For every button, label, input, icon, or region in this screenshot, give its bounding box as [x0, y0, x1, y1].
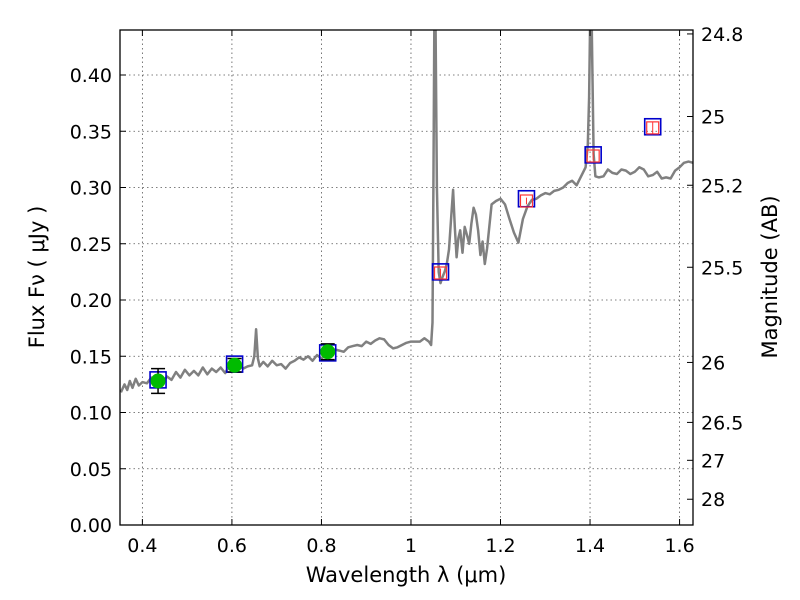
spectrum-layer — [120, 30, 693, 393]
x-tick-label: 1 — [405, 535, 417, 557]
detection-point — [227, 357, 243, 373]
model-flux-box — [584, 146, 602, 164]
y-tick-label: 0.35 — [70, 121, 112, 143]
mag-tick-label: 25.2 — [701, 175, 743, 197]
detection-point — [150, 373, 166, 389]
x-axis-title: Wavelength λ (μm) — [306, 563, 507, 587]
model-only-point — [586, 149, 600, 163]
mag-tick-label: 25.5 — [701, 257, 743, 279]
plot-frame — [119, 29, 694, 526]
y-tick-label: 0.05 — [70, 459, 112, 481]
y-tick-label: 0.00 — [70, 515, 112, 537]
y-tick-label: 0.25 — [70, 234, 112, 256]
model-only-point — [646, 121, 660, 135]
y-tick-label: 0.10 — [70, 403, 112, 425]
detection-point — [320, 344, 336, 360]
mag-tick-label: 27 — [701, 450, 725, 472]
x-tick-label: 0.4 — [127, 535, 157, 557]
mag-tick-label: 26 — [701, 352, 725, 374]
y-tick-label: 0.30 — [70, 178, 112, 200]
x-tick-label: 1.6 — [664, 535, 694, 557]
mag-tick-label: 25 — [701, 107, 725, 129]
model-only-point — [519, 194, 534, 208]
mag-tick-label: 24.8 — [701, 24, 743, 46]
model-flux-box — [431, 263, 450, 281]
plot-background — [120, 30, 693, 525]
x-tick-label: 0.6 — [217, 535, 247, 557]
mag-tick-label: 26.5 — [701, 412, 743, 434]
tick-labels-layer: 0.4 0.6 0.8 1 1.2 1.4 1.6 0.00 0.05 0.10 0.15 0.20 0… — [70, 24, 744, 557]
y-tick-label: 0.40 — [70, 65, 112, 87]
y-axis-title-left: Flux Fν ( μJy ) — [25, 206, 49, 349]
y-tick-label: 0.15 — [70, 346, 112, 368]
model-only-point — [433, 266, 448, 280]
model-flux-box — [643, 117, 662, 136]
ticks-layer — [120, 30, 693, 526]
x-tick-label: 1.4 — [575, 535, 605, 557]
x-tick-label: 1.2 — [485, 535, 515, 557]
y-axis-title-right: Magnitude (AB) — [758, 195, 782, 358]
spectrum-line — [120, 30, 693, 393]
y-tick-label: 0.20 — [70, 290, 112, 312]
x-tick-label: 0.8 — [306, 535, 336, 557]
photometry-layer — [149, 117, 662, 395]
mag-tick-label: 28 — [701, 489, 725, 511]
